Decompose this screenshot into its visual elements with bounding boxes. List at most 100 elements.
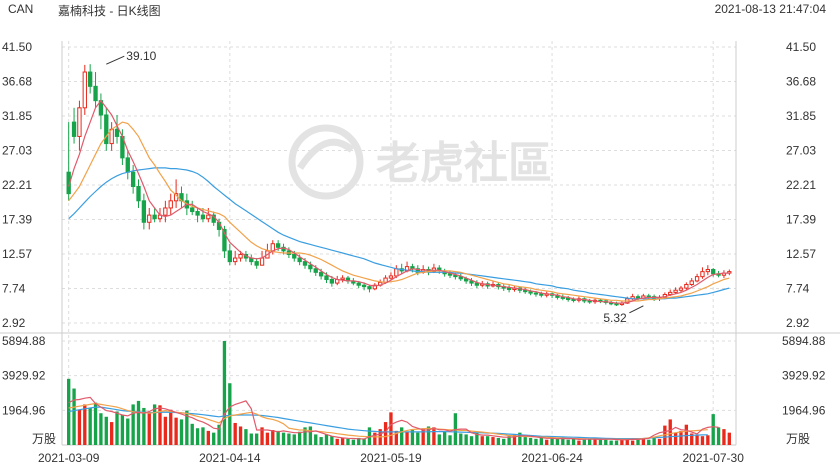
volume-bar: [319, 437, 323, 445]
volume-tick-label-left: 3929.92: [2, 369, 46, 383]
low-annotation-label: 5.32: [603, 311, 627, 325]
volume-bar: [88, 407, 92, 445]
candle-down: [292, 253, 297, 259]
volume-bar: [518, 432, 522, 445]
price-panel: 39.10 5.32: [66, 49, 732, 325]
volume-bar: [442, 431, 447, 445]
volume-bar: [169, 409, 173, 445]
volume-bar: [131, 404, 135, 445]
candle-down: [415, 268, 420, 273]
high-annotation-leader: [106, 55, 125, 65]
ma5-line: [68, 99, 730, 304]
volume-bar: [512, 434, 517, 445]
volume-bar: [598, 439, 603, 445]
volume-bar: [496, 437, 501, 445]
price-tick-label-left: 17.39: [2, 212, 32, 226]
volume-bar: [706, 435, 710, 445]
candle-down: [447, 273, 453, 276]
date-tick-label: 2021-03-09: [38, 451, 100, 465]
candle-up: [77, 107, 82, 137]
volume-bar: [641, 437, 646, 445]
volume-bar: [83, 404, 87, 445]
candle-down: [523, 289, 528, 293]
candle-down: [302, 261, 308, 266]
volume-bar: [593, 437, 597, 445]
candle-up: [82, 71, 87, 109]
volume-bar: [528, 437, 533, 445]
volume-bar: [673, 432, 678, 445]
volume-bar: [324, 434, 329, 445]
volume-bar: [711, 414, 715, 445]
candle-down: [474, 282, 480, 286]
volume-bar: [652, 437, 656, 445]
volume-bar: [437, 434, 441, 445]
date-tick-label: 2021-04-14: [199, 451, 261, 465]
grid-lines: [0, 41, 840, 446]
candle-down: [458, 276, 463, 280]
volume-bar: [142, 407, 146, 445]
candle-down: [566, 297, 571, 301]
volume-bar: [351, 439, 356, 445]
candle-down: [539, 293, 544, 296]
volume-bar: [480, 436, 484, 445]
volume-bar: [421, 428, 425, 445]
volume-bar: [668, 419, 672, 445]
volume-bar: [614, 440, 619, 445]
candle-down: [130, 171, 136, 188]
volume-bar: [190, 423, 194, 445]
volume-bar: [507, 436, 511, 445]
volume-bar: [684, 424, 689, 445]
candle-up: [147, 214, 152, 223]
candle-up: [668, 291, 673, 296]
date-tick-label: 2021-07-30: [683, 451, 745, 465]
volume-bar: [588, 438, 592, 445]
volume-bar: [276, 430, 280, 445]
watermark: 老虎社區: [288, 124, 552, 200]
candle-down: [533, 292, 539, 295]
volume-bar: [222, 341, 227, 445]
volume-bar: [260, 427, 264, 445]
volume-bar: [534, 438, 538, 445]
price-tick-label-right: 36.68: [786, 74, 816, 88]
candle-up: [163, 207, 168, 216]
volume-ma5-line: [68, 396, 719, 441]
volume-bar: [625, 438, 629, 445]
volume-bar: [77, 409, 82, 445]
candle-down: [93, 85, 98, 102]
candle-down: [528, 291, 533, 294]
volume-bar: [136, 400, 141, 445]
candle-down: [254, 261, 259, 266]
candle-up: [340, 277, 345, 281]
ticker-symbol: CAN: [8, 2, 34, 16]
chart-title: 嘉楠科技 - 日K线图: [58, 4, 161, 18]
volume-bar: [523, 437, 527, 445]
candle-down: [469, 280, 474, 284]
candle-down: [141, 200, 147, 223]
volume-bar: [244, 429, 248, 445]
candle-down: [318, 271, 324, 277]
volume-bar: [152, 404, 157, 445]
volume-bar: [545, 439, 549, 445]
candle-up: [700, 271, 705, 278]
volume-bar: [657, 438, 662, 445]
candle-down: [88, 71, 93, 87]
timestamp: 2021-08-13 21:47:04: [714, 2, 826, 16]
candle-up: [168, 200, 173, 209]
volume-unit-label-left: 万股: [32, 432, 56, 446]
candle-down: [281, 246, 286, 252]
date-tick-label: 2021-05-19: [360, 451, 422, 465]
price-tick-label-right: 41.50: [786, 40, 816, 54]
volume-bar: [104, 416, 108, 445]
candle-down: [152, 214, 157, 220]
low-annotation-leader: [629, 305, 644, 314]
volume-bar: [217, 424, 221, 445]
volume-bar: [120, 415, 125, 445]
candle-up: [394, 268, 399, 277]
watermark-logo-stroke: [297, 138, 355, 170]
candle-down: [190, 207, 195, 213]
candle-down: [463, 278, 469, 282]
candle-down: [329, 279, 335, 284]
price-tick-label-left: 41.50: [2, 40, 32, 54]
volume-bar: [287, 433, 291, 445]
